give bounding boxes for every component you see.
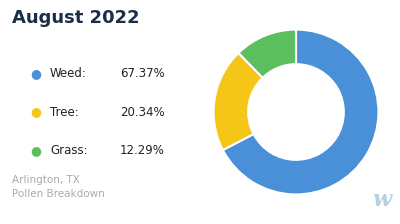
- Text: 67.37%: 67.37%: [120, 67, 165, 80]
- Text: August 2022: August 2022: [12, 9, 140, 27]
- Text: ●: ●: [30, 67, 42, 80]
- Wedge shape: [214, 53, 263, 150]
- Text: 12.29%: 12.29%: [120, 144, 165, 157]
- Text: w: w: [372, 189, 392, 211]
- Text: Tree:: Tree:: [50, 106, 79, 118]
- Text: Arlington, TX
Pollen Breakdown: Arlington, TX Pollen Breakdown: [12, 175, 105, 199]
- Wedge shape: [238, 30, 296, 78]
- Text: Weed:: Weed:: [50, 67, 87, 80]
- Text: ●: ●: [30, 106, 42, 118]
- Text: 20.34%: 20.34%: [120, 106, 165, 118]
- Text: ●: ●: [30, 144, 42, 157]
- Text: Grass:: Grass:: [50, 144, 88, 157]
- Wedge shape: [223, 30, 378, 194]
